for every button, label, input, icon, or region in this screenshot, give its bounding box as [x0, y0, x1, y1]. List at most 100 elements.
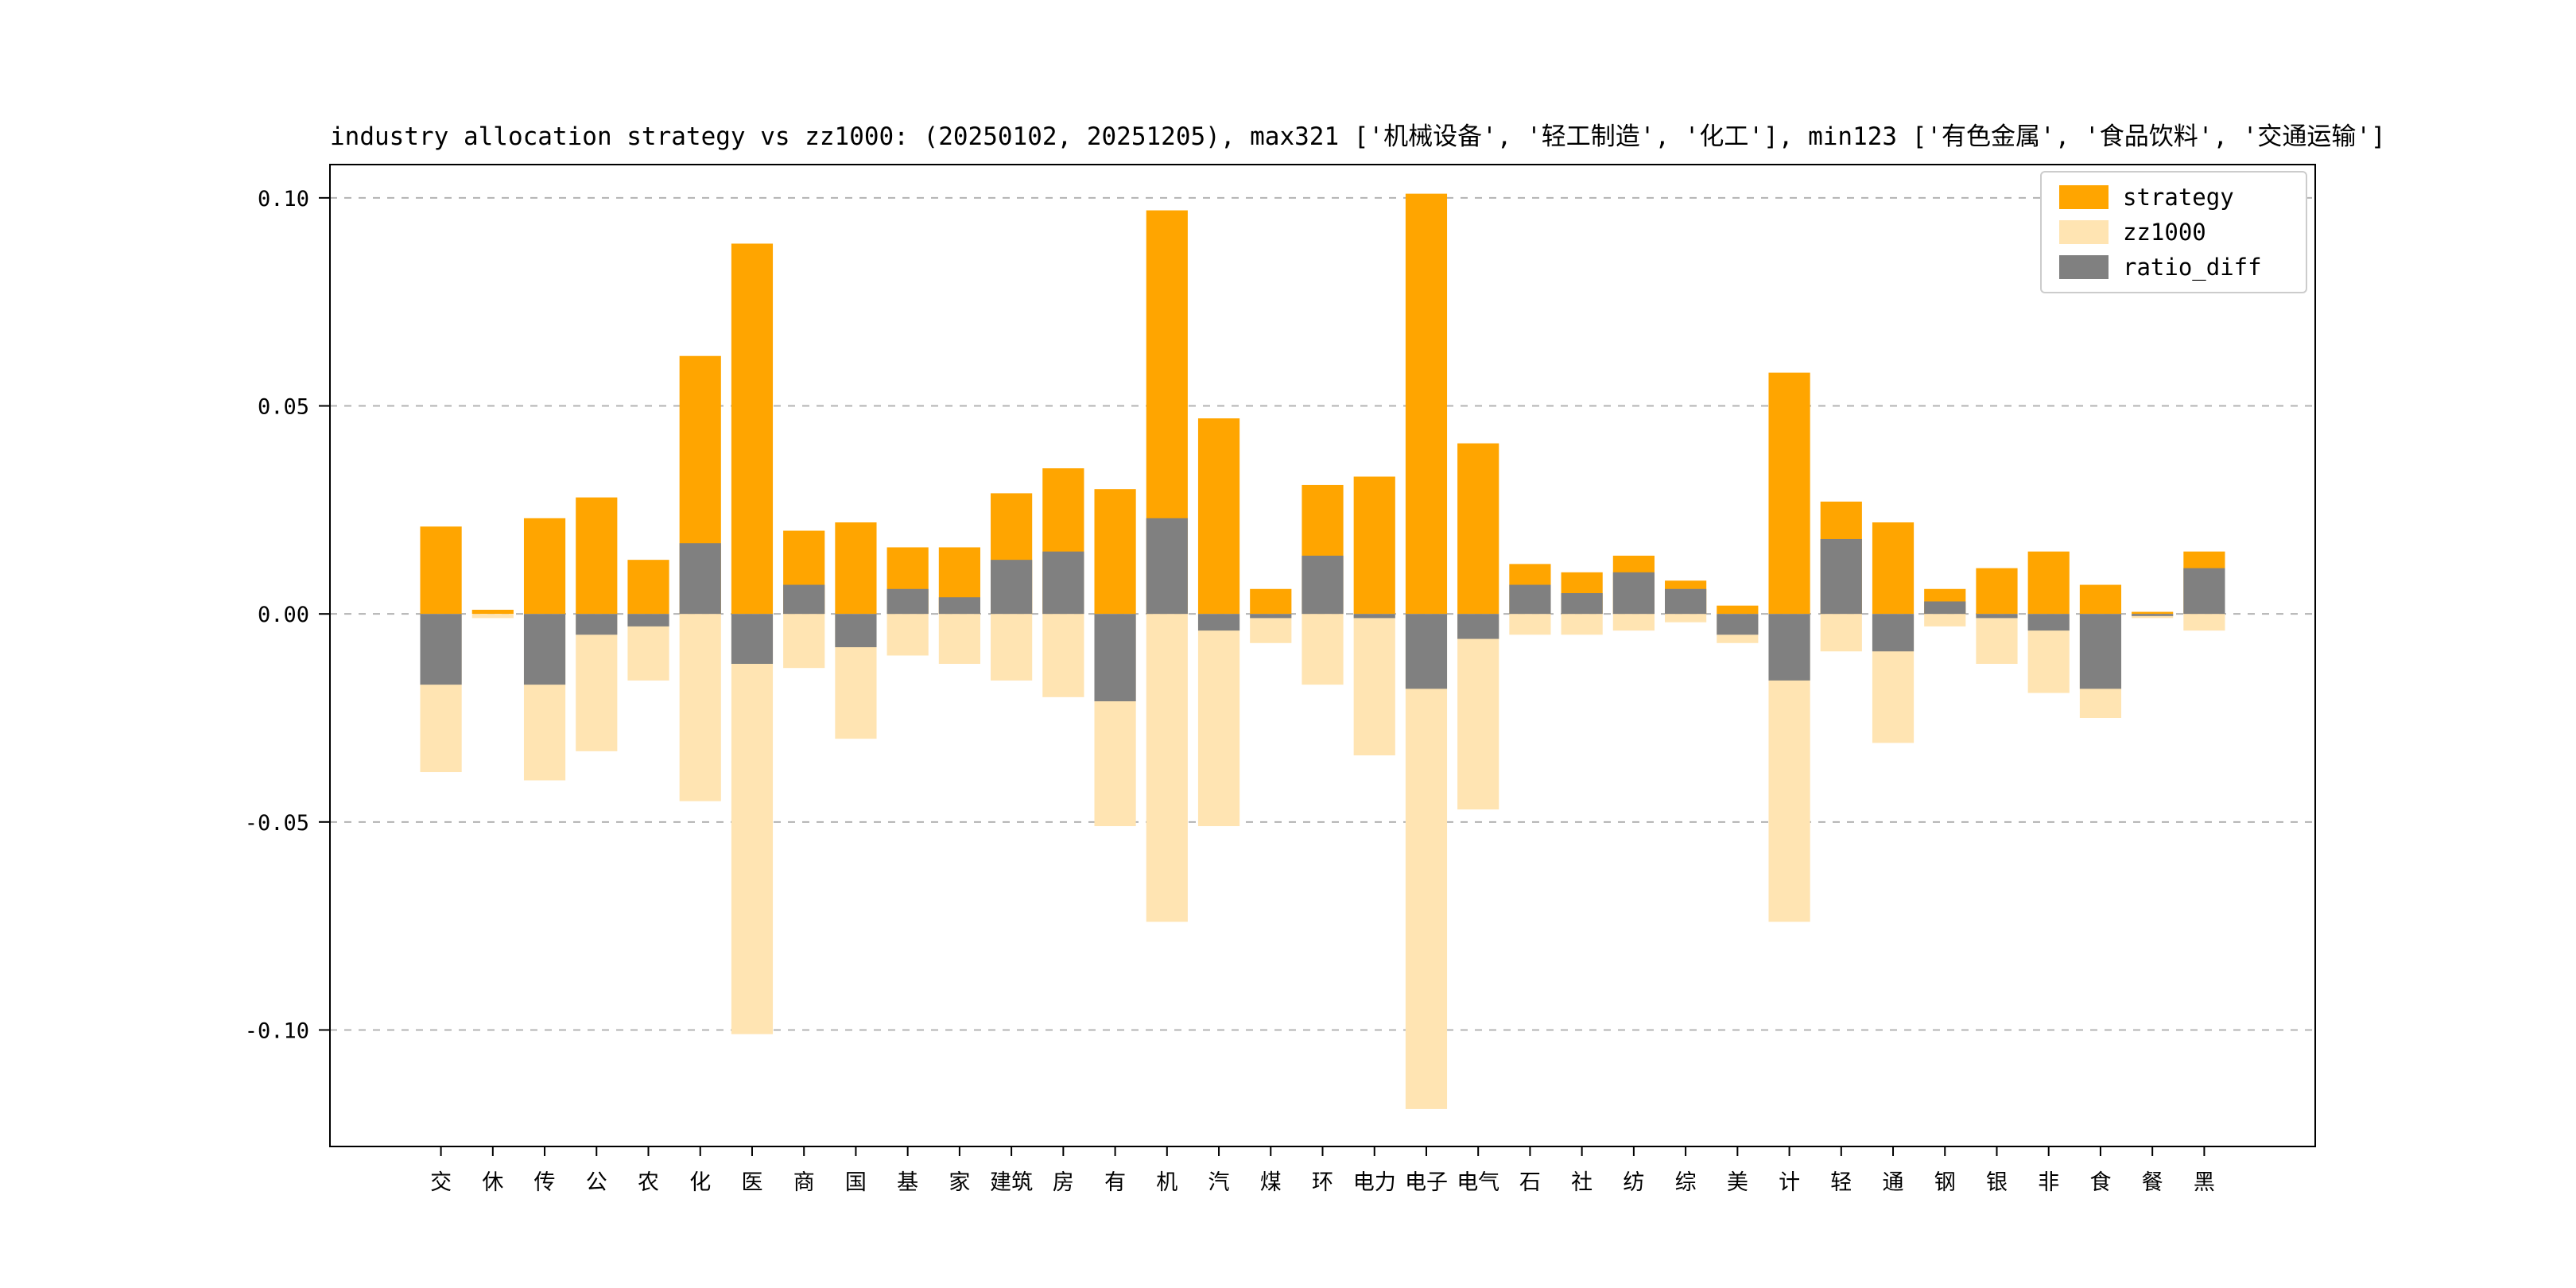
bar-ratio-diff — [886, 588, 929, 615]
bar-strategy — [1353, 476, 1395, 615]
bar-zz1000 — [886, 614, 929, 656]
bar-zz1000 — [1302, 614, 1344, 685]
x-tick-label: 医 — [741, 1170, 762, 1195]
bar-ratio-diff — [1612, 572, 1655, 615]
y-tick-label: -0.05 — [245, 811, 309, 836]
bar-ratio-diff — [1665, 588, 1707, 615]
bar-strategy — [1250, 588, 1292, 615]
bar-ratio-diff — [2183, 568, 2225, 615]
bar-ratio-diff — [1094, 614, 1136, 702]
legend-item-strategy: strategy — [2059, 185, 2288, 209]
legend-item-zz1000: zz1000 — [2059, 220, 2288, 244]
bar-ratio-diff — [679, 543, 721, 615]
y-tick-label: 0.00 — [258, 603, 309, 627]
bar-ratio-diff — [1197, 614, 1240, 631]
x-tick-label: 餐 — [2142, 1170, 2163, 1195]
bar-ratio-diff — [1042, 551, 1084, 615]
y-tick-label: -0.10 — [245, 1018, 309, 1043]
legend-label-ratio-diff: ratio_diff — [2123, 253, 2262, 281]
x-tick-label: 交 — [430, 1170, 452, 1195]
bar-ratio-diff — [2027, 614, 2070, 631]
bar-ratio-diff — [420, 614, 462, 685]
x-tick-label: 社 — [1571, 1170, 1593, 1195]
x-tick-label: 公 — [586, 1170, 607, 1195]
bar-zz1000 — [576, 614, 618, 751]
bar-zz1000 — [731, 614, 774, 1034]
bar-ratio-diff — [576, 614, 618, 635]
x-tick-label: 计 — [1779, 1170, 1800, 1195]
x-tick-label: 石 — [1519, 1170, 1541, 1195]
x-tick-label: 机 — [1156, 1170, 1177, 1195]
x-tick-label: 轻 — [1830, 1170, 1852, 1195]
bar-ratio-diff — [1250, 614, 1292, 619]
legend: strategy zz1000 ratio_diff — [2040, 171, 2307, 293]
bar-ratio-diff — [1509, 584, 1551, 615]
bar-strategy — [471, 609, 514, 615]
bar-strategy — [1197, 418, 1240, 615]
bar-strategy — [1094, 489, 1136, 615]
bar-zz1000 — [1509, 614, 1551, 635]
bar-zz1000 — [1612, 614, 1655, 631]
x-tick-label: 传 — [534, 1170, 556, 1195]
bar-ratio-diff — [1872, 614, 1915, 652]
bar-strategy — [1405, 193, 1448, 615]
bar-zz1000 — [1820, 614, 1862, 652]
x-tick-label: 食 — [2089, 1170, 2111, 1195]
bar-strategy — [1872, 522, 1915, 615]
bar-zz1000 — [1042, 614, 1084, 697]
bar-zz1000 — [1197, 614, 1240, 827]
bar-strategy — [731, 243, 774, 615]
bar-ratio-diff — [1717, 614, 1759, 635]
x-tick-label: 国 — [845, 1170, 867, 1195]
x-tick-label: 煤 — [1260, 1170, 1282, 1195]
bar-ratio-diff — [1405, 614, 1448, 689]
bar-zz1000 — [1561, 614, 1603, 635]
bar-zz1000 — [1353, 614, 1395, 756]
x-tick-label: 钢 — [1934, 1170, 1956, 1195]
bar-zz1000 — [783, 614, 825, 669]
bar-ratio-diff — [731, 614, 774, 664]
bar-strategy — [2132, 611, 2174, 615]
bar-ratio-diff — [1457, 614, 1499, 639]
bar-ratio-diff — [835, 614, 877, 648]
x-tick-label: 黑 — [2194, 1170, 2215, 1195]
bar-strategy — [1976, 568, 2018, 615]
legend-swatch-ratio-diff-icon — [2059, 255, 2109, 279]
legend-item-ratio-diff: ratio_diff — [2059, 255, 2288, 279]
chart-title: industry allocation strategy vs zz1000: … — [330, 122, 2386, 151]
x-tick-label: 电子 — [1405, 1170, 1448, 1195]
bar-ratio-diff — [1353, 614, 1395, 619]
bar-zz1000 — [1976, 614, 2018, 664]
x-tick-label: 休 — [482, 1170, 503, 1195]
x-tick-label: 家 — [949, 1170, 970, 1195]
bar-ratio-diff — [1820, 538, 1862, 615]
bar-zz1000 — [1924, 614, 1966, 627]
x-tick-label: 化 — [689, 1170, 711, 1195]
x-tick-label: 农 — [638, 1170, 659, 1195]
legend-label-strategy: strategy — [2123, 183, 2234, 211]
bar-zz1000 — [1457, 614, 1499, 810]
bar-zz1000 — [1405, 614, 1448, 1109]
legend-label-zz1000: zz1000 — [2123, 218, 2206, 246]
bar-ratio-diff — [523, 614, 566, 685]
x-tick-label: 建筑 — [990, 1170, 1033, 1195]
bar-ratio-diff — [1146, 518, 1188, 615]
x-tick-label: 汽 — [1208, 1170, 1230, 1195]
bar-ratio-diff — [627, 614, 669, 627]
bar-strategy — [523, 518, 566, 615]
legend-swatch-strategy-icon — [2059, 185, 2109, 209]
bar-ratio-diff — [1302, 555, 1344, 615]
x-tick-label: 有 — [1104, 1170, 1126, 1195]
bar-strategy — [576, 497, 618, 615]
x-tick-label: 银 — [1986, 1170, 2008, 1195]
bar-strategy — [1457, 443, 1499, 615]
bar-strategy — [1717, 605, 1759, 615]
bar-zz1000 — [1665, 614, 1707, 623]
bar-strategy — [627, 560, 669, 615]
x-tick-label: 基 — [897, 1170, 918, 1195]
bar-ratio-diff — [783, 584, 825, 615]
bar-zz1000 — [938, 614, 980, 664]
bar-zz1000 — [991, 614, 1033, 681]
